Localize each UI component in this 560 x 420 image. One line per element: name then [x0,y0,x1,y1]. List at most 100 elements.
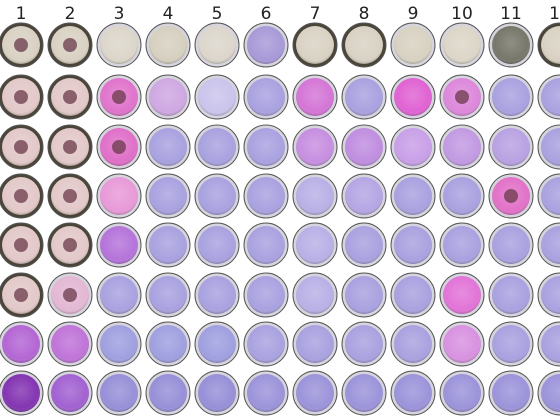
well-shade [51,374,89,412]
well-spot [63,38,77,52]
well-shade [394,78,432,116]
well-shade [345,128,383,166]
well-shade [198,26,236,64]
well-shade [345,276,383,314]
column-label: 12 [549,4,560,24]
well-shade [149,276,187,314]
well-shade [198,276,236,314]
well-shade [247,374,285,412]
well-spot [63,90,77,104]
well-shade [541,128,560,166]
well-shade [345,374,383,412]
well-spot [14,238,28,252]
well-shade [149,226,187,264]
well-spot [63,238,77,252]
well-shade [541,26,560,64]
well-shade [345,26,383,64]
well-shade [394,276,432,314]
well-shade [296,325,334,363]
well-spot [14,140,28,154]
well-shade [247,276,285,314]
well-shade [541,226,560,264]
well-shade [492,276,530,314]
well-shade [247,325,285,363]
well-spot [14,189,28,203]
well-shade [149,128,187,166]
column-label: 8 [359,4,370,24]
well-shade [198,128,236,166]
well-shade [492,325,530,363]
well-shade [394,128,432,166]
well-spot [14,90,28,104]
well-shade [296,128,334,166]
column-label: 10 [451,4,473,24]
well-spot [112,90,126,104]
well-shade [541,177,560,215]
well-shade [100,226,138,264]
well-shade [247,226,285,264]
well-shade [345,177,383,215]
well-shade [247,78,285,116]
well-shade [247,177,285,215]
column-label: 1 [16,4,27,24]
well-shade [443,325,481,363]
well-spot [112,140,126,154]
column-label: 11 [500,4,522,24]
column-label: 2 [65,4,76,24]
well-shade [198,325,236,363]
well-shade [2,325,40,363]
well-shade [296,276,334,314]
well-shade [443,374,481,412]
well-shade [394,374,432,412]
well-shade [100,177,138,215]
well-shade [296,374,334,412]
well-shade [296,226,334,264]
well-shade [247,26,285,64]
well-spot [63,189,77,203]
column-label: 7 [310,4,321,24]
column-label: 5 [212,4,223,24]
well-shade [443,128,481,166]
well-shade [492,26,530,64]
well-shade [345,325,383,363]
well-shade [443,177,481,215]
well-shade [149,26,187,64]
well-spot [14,38,28,52]
well-shade [100,276,138,314]
well-shade [149,78,187,116]
column-label: 4 [163,4,174,24]
well-shade [443,276,481,314]
well-shade [149,325,187,363]
well-spot [455,90,469,104]
well-shade [541,276,560,314]
well-shade [198,374,236,412]
well-shade [100,26,138,64]
well-shade [51,325,89,363]
well-shade [541,78,560,116]
well-shade [345,226,383,264]
well-shade [394,325,432,363]
well-shade [100,325,138,363]
well-shade [296,177,334,215]
well-shade [394,177,432,215]
well-shade [492,226,530,264]
well-shade [149,374,187,412]
well-shade [198,177,236,215]
well-shade [198,78,236,116]
well-shade [149,177,187,215]
well-shade [443,26,481,64]
well-spot [14,288,28,302]
column-label: 3 [114,4,125,24]
well-spot [63,140,77,154]
well-shade [492,374,530,412]
well-shade [394,226,432,264]
well-shade [443,226,481,264]
column-label: 6 [261,4,272,24]
well-shade [394,26,432,64]
well-shade [100,374,138,412]
well-shade [198,226,236,264]
well-shade [541,325,560,363]
well-shade [296,26,334,64]
